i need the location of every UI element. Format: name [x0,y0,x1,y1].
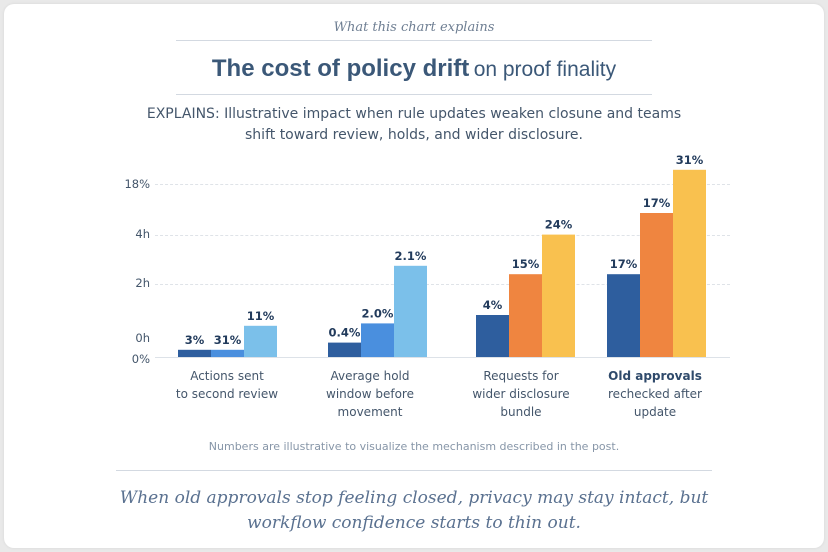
bar-value-label: 15% [512,257,540,271]
bar [361,323,394,357]
bar [673,169,706,357]
category-label: Actions sent to second review [167,367,287,403]
bar [476,315,509,357]
bar-value-label: 31% [214,333,242,347]
bar-value-label: 4% [483,298,503,312]
category-label-line: movement [337,405,403,419]
gridline [155,184,730,185]
category-label-line: bundle [500,405,542,419]
bar [178,349,211,357]
category-label-line: Requests for [483,369,559,383]
bar [394,265,427,357]
title-divider [176,94,652,95]
category-label-line: Old approvals [608,369,702,383]
gridline [155,235,730,236]
bar-value-label: 17% [643,196,671,210]
category-label-line: window before [326,387,414,401]
category-label: Old approvals rechecked after update [595,367,715,421]
bar-value-label: 17% [610,257,638,271]
category-label-line: update [633,405,677,419]
title-bold: The cost of policy drift [211,55,470,82]
footer-divider [116,470,712,471]
category-label-line: rechecked after [608,387,702,401]
bar [211,349,244,357]
chart-title: The cost of policy drift on proof finali… [0,55,828,83]
bar [640,213,673,357]
bar-value-label: 11% [247,309,275,323]
subtitle-line-2: shift toward review, holds, and wider di… [245,127,583,143]
subtitle-line-1: EXPLAINS: Illustrative impact when rule … [146,106,682,122]
category-label: Requests for wider disclosure bundle [461,367,581,421]
bar-value-label: 2.0% [362,306,394,320]
bar [244,325,277,357]
pull-quote: When old approvals stop feeling closed, … [119,488,709,533]
bar [509,274,542,357]
category-label-line: wider disclosure [472,387,570,401]
y-tick-label: 0% [131,352,150,366]
y-tick-label: 0h [135,331,150,345]
gridline [155,284,730,285]
x-axis-baseline [155,357,730,358]
bar-value-label: 24% [545,218,573,232]
bar-value-label: 0.4% [329,326,361,340]
y-tick-label: 18% [124,177,150,191]
category-label-line: Actions sent [190,369,264,383]
kicker-divider [176,40,652,41]
bar-value-label: 2.1% [395,249,427,263]
category-label-line: to second review [175,387,279,401]
bar [607,274,640,357]
bar [542,234,575,357]
bar-value-label: 31% [676,153,704,167]
category-label: Average hold window before movement [310,367,430,421]
y-tick-label: 4h [135,227,150,241]
chart-subtitle: EXPLAINS: Illustrative impact when rule … [134,104,694,146]
bar-value-label: 3% [185,333,205,347]
chart-kicker: What this chart explains [333,20,495,35]
y-tick-label: 2h [135,276,150,290]
category-label-line: Average hold [330,369,410,383]
title-light: on proof finality [473,58,617,81]
bar [328,342,361,357]
footnote: Numbers are illustrative to visualize th… [208,440,620,453]
